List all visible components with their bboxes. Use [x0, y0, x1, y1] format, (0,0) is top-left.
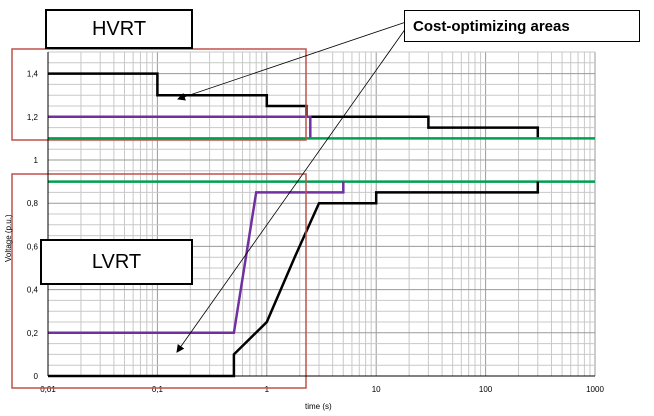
- x-tick-label: 100: [479, 385, 493, 394]
- y-axis-ticks: 0 0,2 0,4 0,6 0,8 1 1,2 1,4: [27, 70, 39, 381]
- x-tick-label: 0,01: [40, 385, 56, 394]
- highlight-regions: [11, 48, 307, 389]
- x-tick-label: 1000: [586, 385, 604, 394]
- y-axis-title: Voltage (p.u.): [4, 214, 13, 262]
- y-tick-label: 1,4: [27, 70, 39, 79]
- series-line-2: [48, 115, 312, 139]
- hvrt-region-box: [11, 48, 307, 141]
- x-tick-label: 10: [372, 385, 381, 394]
- y-tick-label: 1,2: [27, 113, 39, 122]
- series-group: [48, 72, 595, 378]
- series-line-5: [48, 181, 345, 335]
- series-line-6: [48, 181, 540, 378]
- callout-arrows: [176, 21, 407, 353]
- x-tick-label: 1: [265, 385, 270, 394]
- lvrt-region-box: [11, 173, 307, 389]
- y-tick-label: 0,6: [27, 242, 39, 251]
- x-tick-label: 0,1: [152, 385, 164, 394]
- y-tick-label: 0,4: [27, 286, 39, 295]
- lvrt-label: LVRT: [40, 239, 193, 285]
- chart-grid: [47, 51, 596, 377]
- y-tick-label: 0: [34, 372, 39, 381]
- callout-arrow-hvrt: [177, 21, 407, 101]
- y-tick-label: 0,2: [27, 329, 39, 338]
- y-tick-label: 0,8: [27, 199, 39, 208]
- x-axis-ticks: 0,01 0,1 1 10 100 1000: [40, 385, 604, 394]
- hvrt-label: HVRT: [45, 9, 193, 49]
- cost-optimizing-callout: Cost-optimizing areas: [404, 10, 640, 42]
- x-axis-title: time (s): [305, 402, 332, 411]
- callout-arrow-lvrt: [176, 27, 407, 353]
- y-tick-label: 1: [34, 156, 39, 165]
